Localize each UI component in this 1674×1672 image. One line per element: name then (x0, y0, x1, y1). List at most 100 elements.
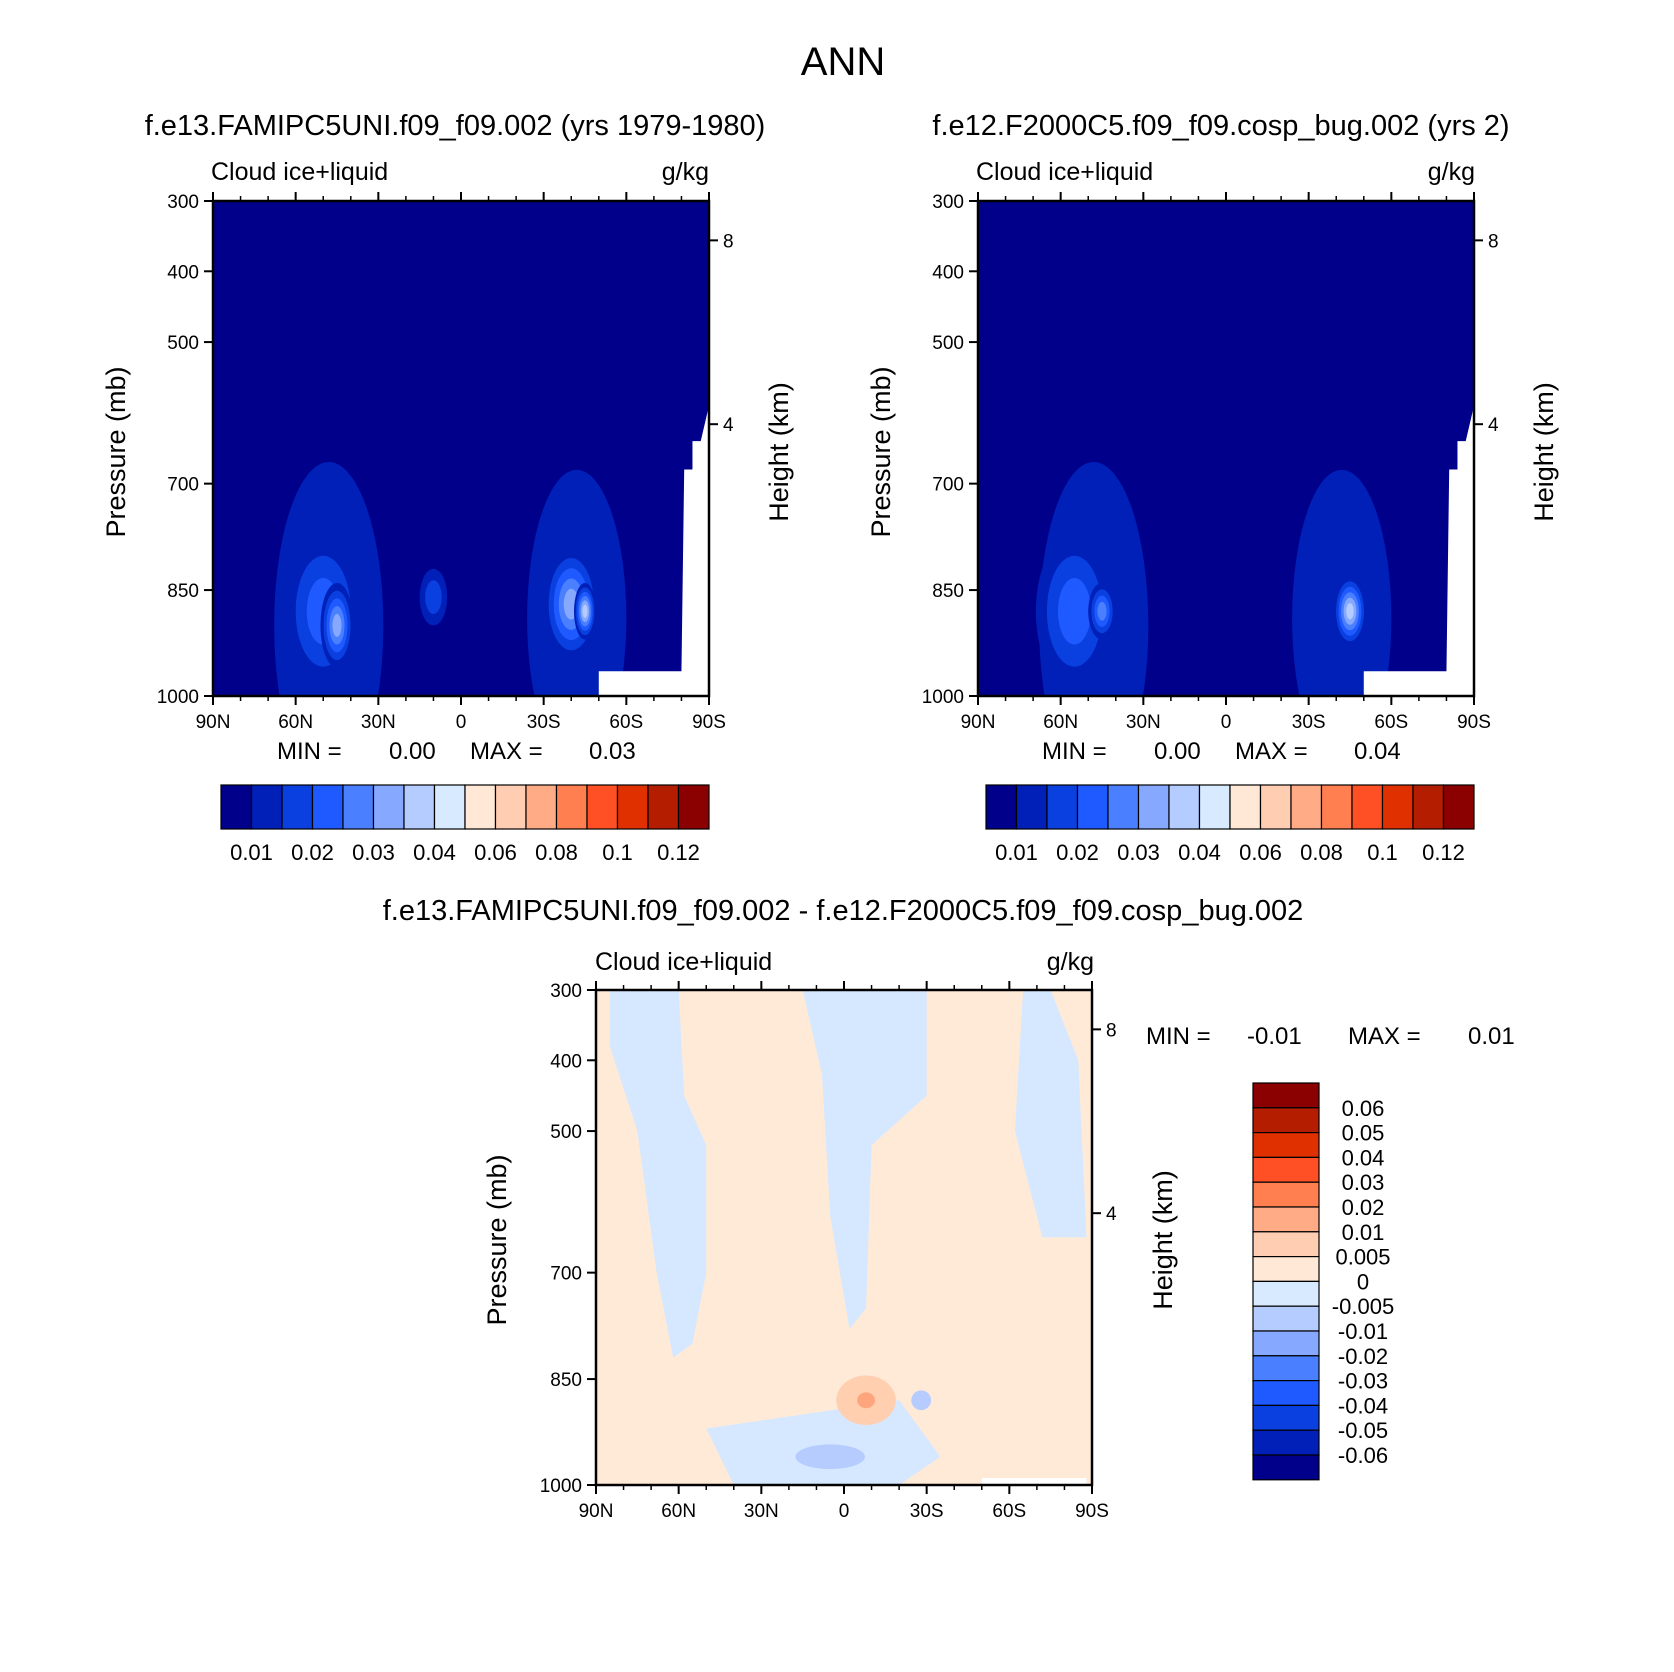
x-tick-label: 90N (579, 1501, 614, 1522)
colorbar-label: 0.01 (995, 840, 1038, 865)
colorbar-swatch (403, 784, 436, 830)
colorbar-swatch (1252, 1379, 1320, 1406)
colorbar-swatch (1107, 784, 1140, 830)
colorbar-label: 0.02 (291, 840, 334, 865)
min-value: 0.00 (389, 738, 436, 765)
colorbar-label: 0.02 (1056, 840, 1099, 865)
y-tick-label: 1000 (540, 1476, 582, 1497)
colorbar-swatch (1252, 1355, 1320, 1382)
x-tick-label: 60S (992, 1501, 1026, 1522)
x-tick-label: 60N (278, 712, 313, 733)
colorbar-swatch (1351, 784, 1384, 830)
y-tick-label: 850 (932, 581, 964, 602)
y-tick-label: 1000 (922, 687, 964, 708)
colorbar-swatch (647, 784, 680, 830)
colorbar-swatch (677, 784, 710, 830)
y-tick-label: 500 (167, 333, 199, 354)
colorbar-swatch (1252, 1429, 1320, 1456)
colorbar-label: 0.05 (1342, 1121, 1385, 1146)
colorbar-swatch (342, 784, 375, 830)
x-tick-label: 90S (1457, 712, 1491, 733)
colorbar-label: 0.04 (1342, 1145, 1385, 1170)
x-tick-label: 30S (527, 712, 561, 733)
units-label: g/kg (1428, 158, 1475, 186)
min-label: MIN = (1042, 738, 1107, 765)
x-tick-label: 60S (1374, 712, 1408, 733)
x-tick-label: 90S (692, 712, 726, 733)
colorbar-swatch (1252, 1454, 1320, 1481)
colorbar-label: 0.06 (1342, 1096, 1385, 1121)
missing-data-region (598, 405, 709, 696)
colorbar-swatch (985, 784, 1018, 830)
colorbar-swatch (1290, 784, 1323, 830)
colorbar-swatch (1320, 784, 1353, 830)
contour-level (1097, 601, 1107, 621)
y-right-tick-label: 4 (1488, 415, 1499, 436)
negative-region (609, 990, 707, 1358)
max-label: MAX = (470, 738, 543, 765)
colorbar-label: 0.1 (1367, 840, 1398, 865)
y-tick-label: 700 (932, 475, 964, 496)
y-tick-label: 400 (550, 1051, 582, 1072)
y-tick-label: 300 (167, 192, 199, 213)
y-tick-label: 700 (167, 475, 199, 496)
y-tick-label: 500 (932, 333, 964, 354)
contour-field (213, 201, 709, 696)
colorbar-swatch (1137, 784, 1170, 830)
min-value: -0.01 (1247, 1023, 1302, 1050)
colorbar-label: 0.03 (1117, 840, 1160, 865)
colorbar-swatch (616, 784, 649, 830)
max-label: MAX = (1348, 1023, 1421, 1050)
colorbar-label: -0.03 (1338, 1369, 1388, 1394)
colorbar-label: -0.01 (1338, 1319, 1388, 1344)
contour-level (1057, 577, 1091, 645)
y-right-tick-label: 8 (1106, 1020, 1117, 1041)
colorbar-label: 0.01 (1342, 1220, 1385, 1245)
panel-title: f.e13.FAMIPC5UNI.f09_f09.002 - f.e12.F20… (383, 895, 1304, 927)
colorbar-swatch (464, 784, 497, 830)
x-tick-label: 90N (961, 712, 996, 733)
colorbar-label: 0.01 (230, 840, 273, 865)
y-axis-right-label: Height (km) (1529, 382, 1559, 522)
negative-region-strong (911, 1390, 932, 1411)
colorbar-label: 0.08 (535, 840, 578, 865)
y-right-tick-label: 8 (723, 231, 734, 252)
colorbar-swatch (1259, 784, 1292, 830)
panel-difference: f.e13.FAMIPC5UNI.f09_f09.002 - f.e12.F20… (383, 895, 1515, 1522)
y-axis-label: Pressure (mb) (482, 1154, 512, 1325)
colorbar-label: -0.04 (1338, 1393, 1388, 1418)
colorbar-swatch (1252, 1404, 1320, 1431)
colorbar-swatch (1252, 1181, 1320, 1208)
x-tick-label: 60N (1043, 712, 1078, 733)
x-tick-label: 30S (910, 1501, 944, 1522)
colorbar-swatch (1252, 1131, 1320, 1158)
x-tick-label: 0 (1221, 712, 1232, 733)
x-tick-label: 30S (1292, 712, 1326, 733)
units-label: g/kg (662, 158, 709, 186)
colorbar-swatch (1252, 1231, 1320, 1258)
variable-label: Cloud ice+liquid (595, 948, 772, 976)
colorbar-label: 0.12 (1422, 840, 1465, 865)
colorbar-swatch (1252, 1156, 1320, 1183)
negative-region (706, 1400, 941, 1485)
y-axis-right-label: Height (km) (764, 382, 794, 522)
colorbar-swatch (1252, 1305, 1320, 1332)
x-tick-label: 30N (1126, 712, 1161, 733)
colorbar-swatch (525, 784, 558, 830)
colorbar-swatch (1046, 784, 1079, 830)
contour-level (425, 580, 442, 615)
colorbar-swatch (1252, 1255, 1320, 1282)
contour-level (332, 613, 342, 637)
negative-region (802, 990, 927, 1330)
negative-region-strong (795, 1444, 865, 1470)
max-value: 0.04 (1354, 738, 1401, 765)
contour-field (978, 201, 1474, 696)
contour-level (1346, 603, 1354, 620)
colorbar-swatch (281, 784, 314, 830)
page-title: ANN (801, 40, 885, 84)
max-value: 0.01 (1468, 1023, 1515, 1050)
panel-title: f.e12.F2000C5.f09_f09.cosp_bug.002 (yrs … (932, 110, 1509, 142)
colorbar-label: 0.06 (1239, 840, 1282, 865)
y-right-tick-label: 4 (1106, 1204, 1117, 1225)
colorbar-label: 0.04 (413, 840, 456, 865)
